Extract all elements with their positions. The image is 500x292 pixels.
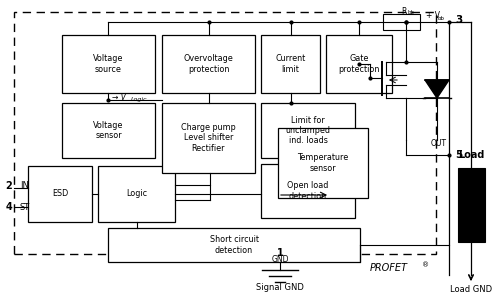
Text: Logic: Logic [126,190,147,199]
Text: Voltage
sensor: Voltage sensor [94,121,124,140]
Text: bb: bb [437,15,444,20]
Polygon shape [425,80,449,98]
Text: 4: 4 [5,202,12,212]
Bar [62,35,155,93]
Text: → V: → V [112,93,126,102]
Bar [261,35,320,93]
Bar [278,128,368,198]
Text: Voltage
source: Voltage source [94,54,124,74]
Text: Overvoltage
protection: Overvoltage protection [184,54,234,74]
Text: Logic: Logic [131,96,148,102]
Text: ESD: ESD [52,190,68,199]
Text: 2: 2 [5,181,12,191]
Text: 5: 5 [455,150,462,160]
Text: GND: GND [271,255,289,264]
Bar [458,168,485,242]
Text: R: R [401,6,406,15]
Text: Charge pump
Level shifter
Rectifier: Charge pump Level shifter Rectifier [181,123,236,153]
Bar [14,12,436,254]
Bar [108,228,360,262]
Bar [62,103,155,158]
Text: 1: 1 [276,248,283,258]
Text: IN: IN [20,182,29,190]
Text: PROFET: PROFET [370,263,408,273]
Text: ST: ST [20,202,30,211]
Text: Gate
protection: Gate protection [338,54,380,74]
Text: bb: bb [407,11,414,15]
Text: Current
limit: Current limit [276,54,306,74]
Bar [28,166,92,222]
Bar [326,35,392,93]
Bar [261,103,355,158]
Text: Temperature
sensor: Temperature sensor [298,153,348,173]
Bar [261,164,355,218]
Text: OUT: OUT [431,139,447,148]
Bar [383,14,420,30]
Text: Short circuit
detection: Short circuit detection [210,235,258,255]
Text: ®: ® [422,262,429,268]
Bar [162,103,255,173]
Text: Limit for
unclamped
ind. loads: Limit for unclamped ind. loads [286,116,331,145]
Text: Load GND: Load GND [450,286,492,292]
Bar [162,35,255,93]
Text: 3: 3 [455,15,462,25]
Text: Signal GND: Signal GND [256,284,304,292]
Bar [98,166,175,222]
Text: Open load
detection: Open load detection [288,181,329,201]
Text: Load: Load [458,150,484,160]
Text: + V: + V [426,11,440,20]
